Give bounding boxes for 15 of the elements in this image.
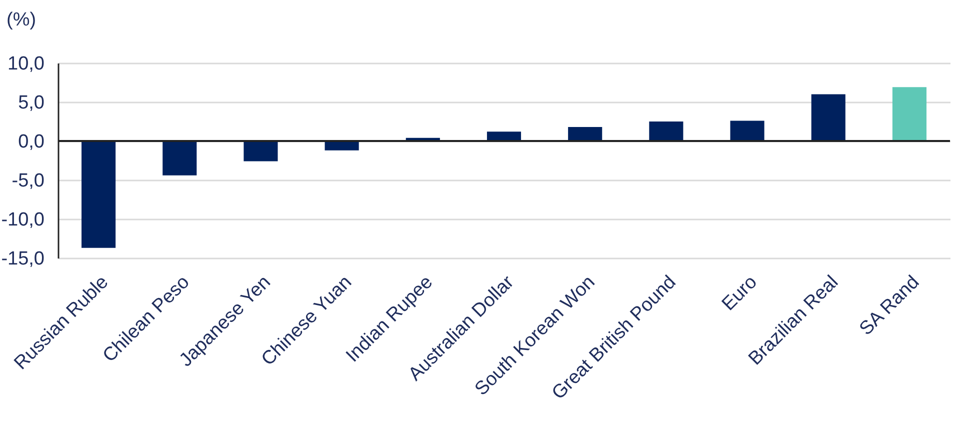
- bar: [162, 141, 197, 176]
- y-tick-label: 10,0: [8, 54, 44, 74]
- bar: [82, 141, 116, 248]
- y-tick-label: 0,0: [18, 132, 44, 152]
- bar: [244, 141, 278, 162]
- y-tick-label: 5,0: [18, 92, 44, 114]
- y-tick-label: -10,0: [1, 210, 44, 230]
- y-tick-label: -15,0: [1, 248, 44, 270]
- y-tick-label: -5,0: [12, 170, 44, 192]
- y-axis-title: (%): [6, 10, 36, 30]
- bar: [892, 87, 926, 141]
- bar: [568, 126, 602, 141]
- bar: [730, 120, 764, 141]
- bar: [649, 122, 684, 141]
- bar: [811, 94, 846, 141]
